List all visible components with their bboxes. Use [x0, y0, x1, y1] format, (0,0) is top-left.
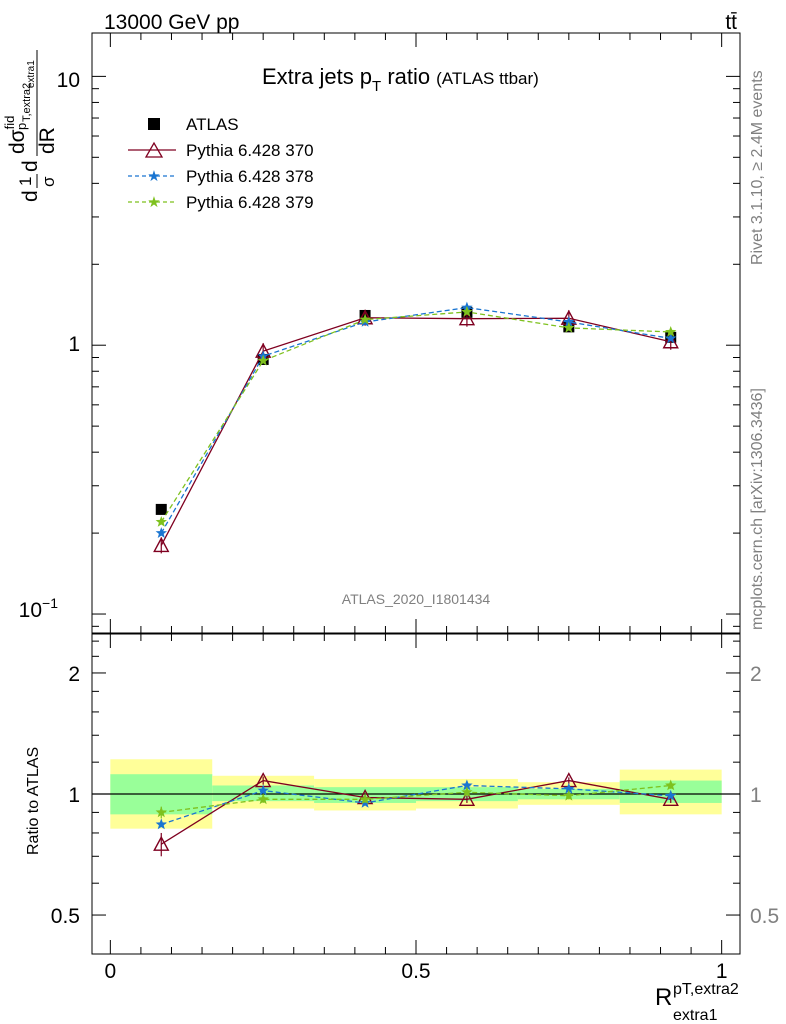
ytick-ratio-left-2: 2 [68, 663, 80, 686]
point-main-370-5 [662, 333, 679, 349]
ylabel-d2: d [19, 160, 42, 172]
point-ratio-2-3 [461, 779, 473, 791]
title-small: (ATLAS ttbar) [436, 69, 539, 88]
point-main-370-0 [153, 536, 170, 553]
point-ratio-3-2 [359, 793, 371, 805]
ylabel-sub-T: T,extra2 [21, 83, 33, 122]
xlabel-sub: extra1 [673, 1007, 718, 1024]
ytick-main-1: 1 [68, 333, 80, 356]
point-main-3-3 [461, 305, 473, 317]
ytick-ratio-right-0.5: 0.5 [750, 905, 779, 928]
point-main-3-4 [563, 321, 575, 333]
ylabel-sub-p: p [14, 123, 29, 130]
legend-label-379: Pythia 6.428 379 [186, 193, 314, 212]
y-axis-label-main: d 1 σ d dσfid dR p T,extra2 extra1 [2, 50, 59, 202]
ytick-main-10: 10 [57, 69, 80, 92]
ytick-main-0.1-exp: −1 [42, 595, 58, 611]
point-ratio-3-0 [155, 806, 167, 818]
point-main-370-3 [458, 310, 476, 326]
rivet-version-label: Rivet 3.1.10, ≥ 2.4M events [749, 70, 766, 265]
legend-marker-379: ★ [147, 194, 160, 211]
point-ratio-370-5 [662, 790, 679, 807]
y-axis-label-ratio: Ratio to ATLAS [25, 747, 42, 855]
point-ratio-2-5 [665, 789, 677, 801]
energy-label: 13000 GeV pp [104, 11, 239, 34]
point-main-3-5 [665, 326, 677, 337]
x-axis-label: RpT,extra2 extra1 [655, 981, 739, 1024]
xtick-1: 1 [716, 960, 728, 983]
legend-label-378: Pythia 6.428 378 [186, 167, 314, 186]
ylabel-dR: dR [36, 127, 59, 154]
point-ratio-3-5 [665, 779, 677, 791]
ytick-ratio-left-0.5: 0.5 [51, 905, 80, 928]
legend-marker-370 [144, 141, 164, 158]
mcplots-label: mcplots.cern.ch [arXiv:1306.3436] [749, 388, 766, 630]
ratio-y-tick-labels: 2 2 1 1 0.5 0.5 [51, 663, 779, 928]
analysis-id: ATLAS_2020_I1801434 [342, 591, 491, 607]
ytick-ratio-right-1: 1 [750, 784, 762, 807]
axis-ticks [92, 33, 740, 955]
ylabel-fid: fid [2, 116, 17, 130]
title-rest: ratio [381, 64, 430, 89]
point-ratio-2-4 [563, 782, 575, 794]
legend-label-370: Pythia 6.428 370 [186, 141, 314, 160]
ylabel-frac2-top: dσfid [2, 116, 29, 154]
x-tick-labels: 0 0.5 1 [104, 960, 727, 983]
process-label: tt̄ [725, 11, 737, 34]
ytick-main-0.1-base: 10 [19, 599, 42, 622]
point-ratio-2-1 [257, 784, 269, 796]
point-main-3-1 [257, 354, 269, 366]
ytick-ratio-right-2: 2 [750, 663, 762, 686]
point-ratio-3-3 [461, 786, 473, 798]
legend: ATLAS Pythia 6.428 370 ★ Pythia 6.428 37… [128, 115, 314, 212]
ylabel-frac1-bottom: σ [39, 176, 58, 187]
point-main-2-0 [155, 527, 167, 538]
point-main-3-2 [359, 313, 371, 325]
series-line-main-1 [160, 317, 671, 546]
series-line-main-3 [160, 311, 671, 523]
legend-marker-378: ★ [147, 168, 160, 185]
point-ratio-2-0 [155, 818, 167, 830]
xlabel-sup: pT,extra2 [673, 981, 739, 998]
point-main-2-5 [665, 332, 677, 344]
ylabel-d1: d [19, 190, 42, 202]
ytick-main-0.1: 10−1 [19, 595, 59, 622]
series-line-ratio-1 [160, 779, 671, 845]
point-ratio-3-1 [257, 793, 269, 805]
xlabel-main: R [655, 984, 672, 1011]
ylabel-sub-extra: extra1 [26, 60, 37, 88]
point-ratio-370-0 [153, 835, 170, 851]
series-line-ratio-3 [161, 784, 671, 814]
xtick-0: 0 [104, 960, 116, 983]
xtick-0.5: 0.5 [401, 960, 430, 983]
chart-title: Extra jets pT ratio (ATLAS ttbar) [262, 64, 539, 95]
point-atlas-0 [155, 503, 167, 515]
series-line-ratio-2 [161, 784, 671, 826]
point-main-2-4 [563, 316, 575, 327]
ytick-ratio-left-1: 1 [68, 784, 80, 807]
title-main: Extra jets p [262, 64, 372, 89]
point-ratio-370-3 [458, 790, 476, 807]
ylabel-frac1-top: 1 [16, 177, 35, 186]
legend-label-atlas: ATLAS [186, 115, 239, 134]
ylabel-dsigma: dσ [6, 129, 29, 154]
title-subscript: T [372, 78, 381, 95]
point-ratio-3-4 [563, 789, 575, 801]
legend-marker-atlas [148, 118, 160, 130]
data-marks [153, 301, 679, 857]
series-line-main-2 [160, 306, 671, 534]
point-main-3-0 [155, 516, 167, 527]
